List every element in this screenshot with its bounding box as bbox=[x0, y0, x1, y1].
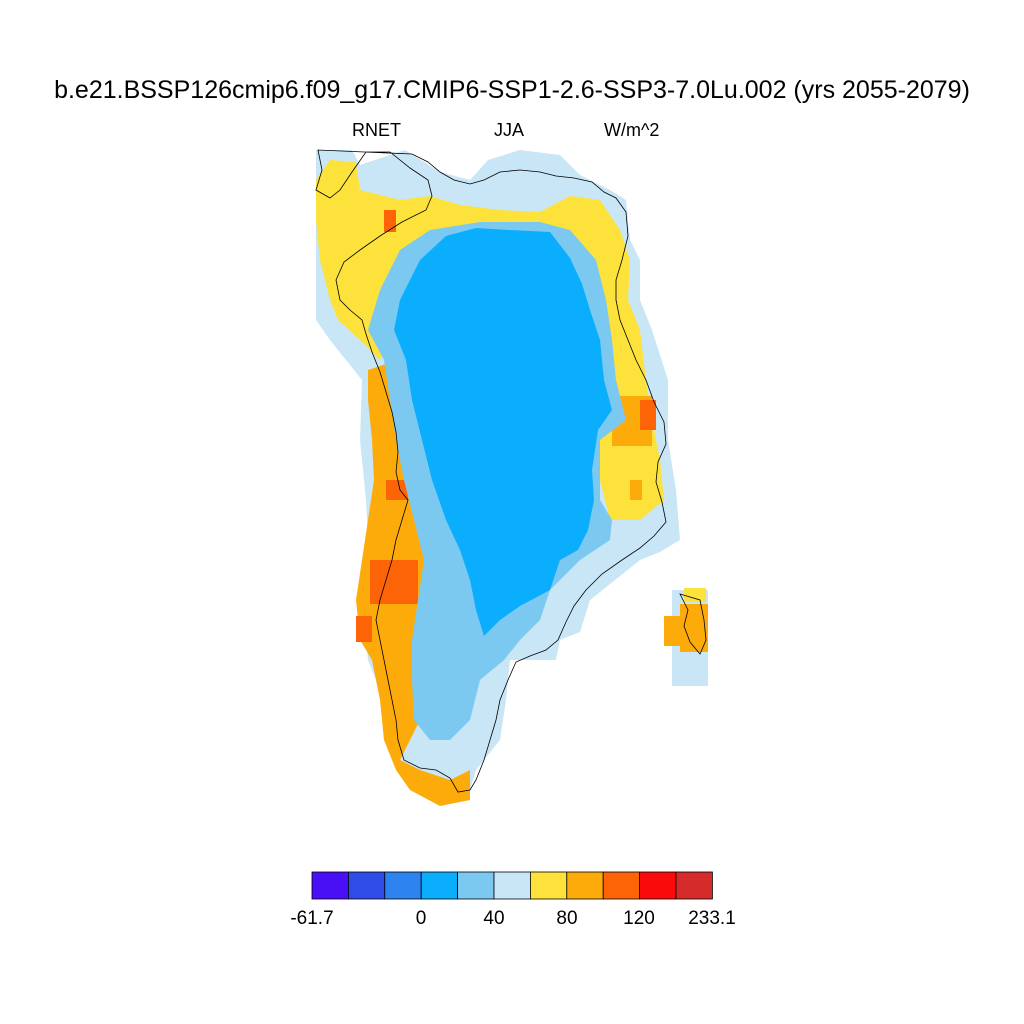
colorbar-boxes bbox=[311, 871, 713, 900]
colorbar-box bbox=[639, 871, 677, 900]
colorbar-tick-label: 233.1 bbox=[688, 908, 736, 929]
colorbar-box bbox=[493, 871, 531, 900]
map-cells bbox=[316, 150, 708, 806]
coastline-path bbox=[315, 149, 667, 793]
coastal-high-cell bbox=[386, 480, 408, 500]
colorbar-box bbox=[384, 871, 422, 900]
season-label: JJA bbox=[494, 120, 525, 140]
coastal-high-cell bbox=[384, 210, 396, 232]
island-cell bbox=[664, 616, 682, 646]
interior-ice-sheet bbox=[394, 228, 612, 636]
island-cell bbox=[684, 588, 706, 602]
colorbar-box bbox=[420, 871, 459, 900]
coastline bbox=[315, 149, 707, 793]
colorbar-tick-label: 80 bbox=[556, 908, 577, 929]
colorbar-tick-label: 40 bbox=[483, 908, 504, 929]
coastal-mid-cell bbox=[630, 480, 642, 500]
coastal-high-cell bbox=[370, 560, 418, 604]
variable-label: RNET bbox=[352, 120, 401, 140]
colorbar-box bbox=[347, 871, 386, 900]
colorbar-box bbox=[457, 871, 495, 900]
colorbar-tick-label: -61.7 bbox=[290, 908, 333, 929]
coastal-high-cell bbox=[356, 616, 372, 642]
colorbar-tick-label: 120 bbox=[623, 908, 655, 929]
colorbar-box bbox=[311, 871, 349, 900]
colorbar-labels: -61.7 0 40 80 120 233.1 bbox=[290, 908, 735, 929]
colorbar-box bbox=[675, 871, 713, 900]
units-label: W/m^2 bbox=[604, 120, 660, 140]
coastal-high-cell bbox=[640, 400, 656, 430]
coastline-island bbox=[679, 593, 707, 655]
colorbar-box bbox=[602, 871, 641, 900]
colorbar-box bbox=[566, 871, 604, 900]
plot-title: b.e21.BSSP126cmip6.f09_g17.CMIP6-SSP1-2.… bbox=[54, 76, 970, 104]
colorbar-tick-label: 0 bbox=[416, 908, 427, 929]
colorbar-box bbox=[530, 871, 568, 900]
